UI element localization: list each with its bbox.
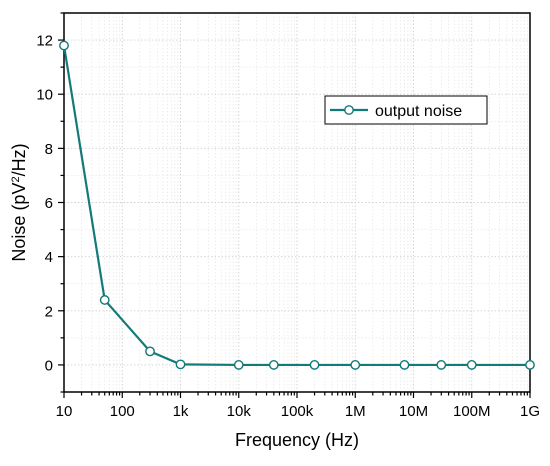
y-tick-label: 10 (36, 87, 53, 104)
legend-marker-swatch (344, 105, 354, 115)
y-tick-label: 12 (36, 33, 53, 50)
data-point (466, 360, 477, 370)
x-tick-label: 1G (520, 403, 540, 420)
x-tick-label: 100 (110, 403, 135, 420)
data-point (233, 360, 244, 370)
series-layer (59, 40, 535, 370)
grid-lines (63, 12, 530, 393)
y-tick-label: 0 (45, 357, 53, 374)
data-point (525, 360, 535, 370)
y-tick-label: 2 (45, 303, 53, 320)
data-point (59, 40, 69, 51)
x-axis-label: Frequency (Hz) (235, 430, 359, 450)
x-tick-label: 10k (227, 403, 252, 420)
x-tick-label: 10 (56, 403, 73, 420)
x-tick-label: 1k (173, 403, 189, 420)
y-tick-label: 4 (45, 249, 53, 266)
x-tick-label: 10M (399, 403, 428, 420)
data-point (268, 360, 279, 370)
data-point (399, 360, 410, 370)
y-tick-label: 8 (45, 141, 53, 158)
data-point (436, 360, 447, 370)
data-point (309, 360, 320, 370)
x-tick-label: 1M (345, 403, 366, 420)
data-point (175, 359, 186, 370)
x-tick-label: 100k (281, 403, 314, 420)
data-point (145, 346, 155, 357)
data-point (350, 360, 361, 370)
y-tick-label: 6 (45, 195, 53, 212)
series-line-output-noise (62, 45, 530, 367)
data-point (99, 295, 110, 305)
y-axis-label: Noise (pV2/Hz) (9, 143, 29, 261)
x-tick-label: 100M (453, 403, 491, 420)
axis-labels: Frequency (Hz) Noise (pV2/Hz) (9, 143, 359, 450)
legend: output noise (324, 95, 488, 125)
legend-label: output noise (375, 103, 462, 120)
axes: 10 100 1k 10k 100k 1M 10M 100M 1G 0 2 4 6 8 10 12 (36, 12, 540, 420)
